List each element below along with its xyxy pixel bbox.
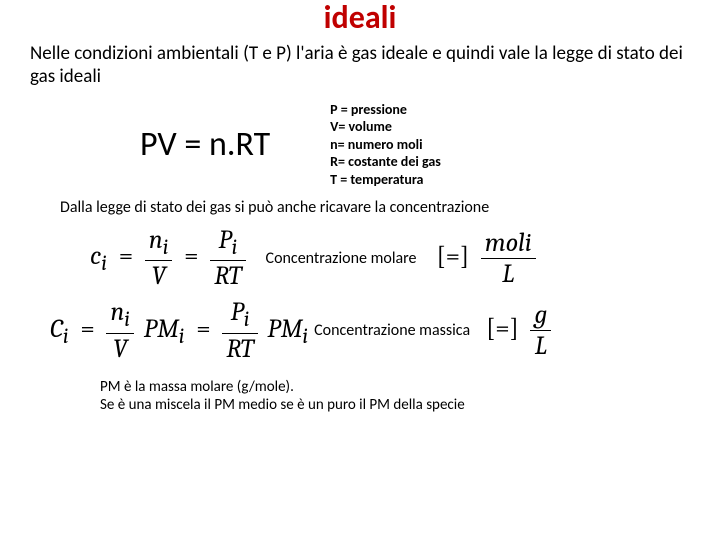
footnote-line1: PM è la massa molare (g/mole). <box>100 378 690 397</box>
legend-v: V= volume <box>330 118 441 136</box>
molar-formula: ci = ni V = Pi RT <box>90 225 246 291</box>
ideal-gas-law: PV = n.RT <box>140 124 270 165</box>
footnote-line2: Se è una miscela il PM medio se è un pur… <box>100 396 690 415</box>
intro-text: Nelle condizioni ambientali (T e P) l'ar… <box>30 43 690 89</box>
main-equation-row: PV = n.RT P = pressione V= volume n= num… <box>30 101 690 189</box>
mass-units: [=] g L <box>486 300 551 361</box>
molar-label: Concentrazione molare <box>266 249 417 268</box>
molar-units: [=] moli L <box>436 228 535 289</box>
mass-label: Concentrazione massica <box>314 321 470 340</box>
legend-r: R= costante dei gas <box>330 153 441 171</box>
legend-t: T = temperatura <box>330 171 441 189</box>
mass-concentration-row: Ci = ni V PMi = Pi RT PMi Concentrazione… <box>30 297 690 363</box>
derivation-text: Dalla legge di stato dei gas si può anch… <box>60 198 690 217</box>
slide-title: ideali <box>30 0 690 35</box>
variable-legend: P = pressione V= volume n= numero moli R… <box>330 101 441 189</box>
legend-p: P = pressione <box>330 101 441 119</box>
mass-formula: Ci = ni V PMi = Pi RT PMi <box>50 297 308 363</box>
molar-concentration-row: ci = ni V = Pi RT Concentrazione molare … <box>30 225 690 291</box>
legend-n: n= numero moli <box>330 136 441 154</box>
footnote: PM è la massa molare (g/mole). Se è una … <box>100 378 690 416</box>
